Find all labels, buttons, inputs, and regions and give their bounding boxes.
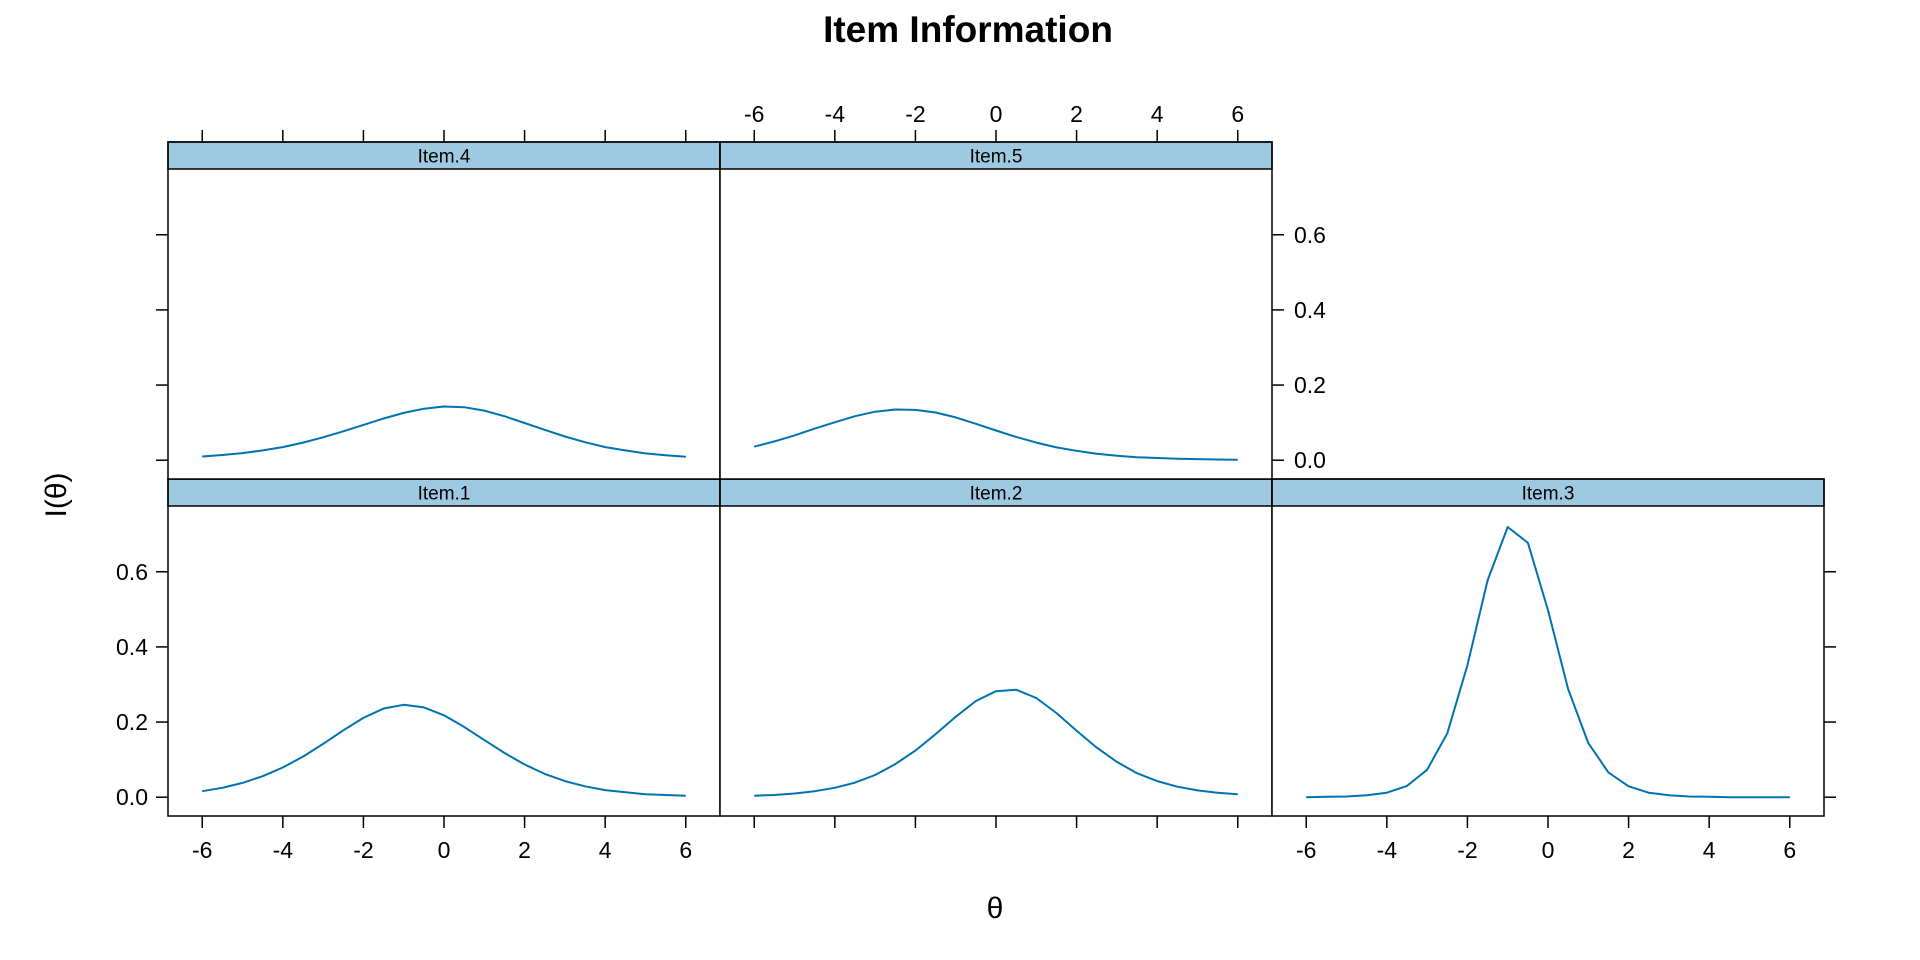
panel-item-4: Item.4 — [167, 141, 721, 480]
x-axis: -6 -4 -2 0 2 4 6 — [744, 101, 1244, 142]
x-tick-label: -4 — [825, 101, 846, 127]
panel-plot-area — [1272, 506, 1824, 816]
y-axis-title: I(θ) — [40, 473, 73, 518]
y-tick-label: 0.0 — [116, 784, 148, 810]
panel-plot-area — [720, 506, 1272, 816]
panel-plot-area — [720, 169, 1272, 479]
x-tick-label: -4 — [273, 837, 294, 863]
series-line-item-5 — [753, 408, 1238, 461]
x-axis — [753, 816, 1239, 828]
series-line-item-4 — [202, 405, 686, 458]
panels-layer: Item.1 Item.2 Item.3 Item.4 Item.5 — [167, 141, 1825, 817]
y-axis: 0.0 0.2 0.4 0.6 — [1272, 222, 1326, 473]
x-tick-label: 0 — [990, 101, 1003, 127]
x-tick-label: 4 — [599, 837, 612, 863]
x-axis — [201, 130, 687, 142]
x-tick-label: 2 — [518, 837, 531, 863]
strip-label: Item.4 — [418, 147, 471, 168]
x-tick-label: 6 — [679, 837, 692, 863]
panel-item-1: Item.1 — [167, 478, 721, 817]
x-tick-label: 4 — [1151, 101, 1164, 127]
x-tick-label: -2 — [1457, 837, 1477, 863]
x-axis: -6 -4 -2 0 2 4 6 — [192, 816, 692, 863]
x-tick-label: 2 — [1622, 837, 1635, 863]
x-tick-label: 0 — [438, 837, 451, 863]
strip-label: Item.5 — [970, 147, 1023, 168]
series-line-item-3 — [1306, 526, 1790, 799]
y-tick-label: 0.2 — [116, 709, 148, 735]
y-tick-label: 0.0 — [1294, 447, 1326, 473]
series-line-item-1 — [202, 703, 686, 797]
y-tick-label: 0.6 — [1294, 222, 1326, 248]
series-line-item-2 — [754, 688, 1238, 797]
x-tick-label: 6 — [1231, 101, 1244, 127]
x-tick-label: -6 — [192, 837, 212, 863]
x-tick-label: -6 — [1296, 837, 1316, 863]
strip-label: Item.3 — [1522, 484, 1575, 505]
x-tick-label: -4 — [1377, 837, 1398, 863]
panel-item-5: Item.5 — [719, 141, 1273, 480]
y-tick-label: 0.4 — [116, 634, 148, 660]
panel-item-3: Item.3 — [1271, 478, 1825, 817]
x-tick-label: 6 — [1783, 837, 1796, 863]
panel-item-2: Item.2 — [719, 478, 1273, 817]
x-tick-label: -6 — [744, 101, 764, 127]
x-axis-title: θ — [987, 892, 1004, 925]
panel-plot-area — [168, 169, 720, 479]
chart-title: Item Information — [823, 9, 1113, 50]
x-tick-label: 4 — [1703, 837, 1716, 863]
y-axis: 0.0 0.2 0.4 0.6 — [116, 559, 168, 810]
panel-plot-area — [168, 506, 720, 816]
axes-layer: -6 -4 -2 0 2 4 6 -6 -4 -2 0 2 4 6-6 -4 -2 0 2 4 60.00.20.40… — [116, 101, 1836, 863]
x-tick-label: 2 — [1070, 101, 1083, 127]
y-axis — [1824, 571, 1836, 798]
x-tick-label: 0 — [1542, 837, 1555, 863]
x-axis: -6 -4 -2 0 2 4 6 — [1296, 816, 1796, 863]
y-tick-label: 0.2 — [1294, 372, 1326, 398]
strip-label: Item.2 — [970, 484, 1023, 505]
x-tick-label: -2 — [353, 837, 373, 863]
strip-label: Item.1 — [418, 484, 471, 505]
x-tick-label: -2 — [905, 101, 925, 127]
y-axis — [156, 234, 168, 461]
y-tick-label: 0.6 — [116, 559, 148, 585]
y-tick-label: 0.4 — [1294, 297, 1326, 323]
